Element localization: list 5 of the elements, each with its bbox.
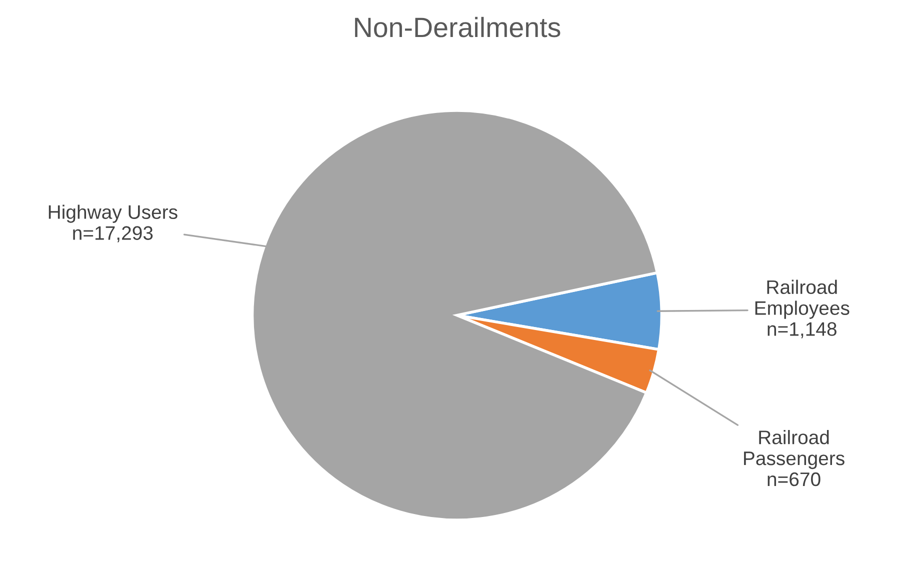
chart-title: Non-Derailments [355,16,560,38]
data-label: n=670 [768,472,820,486]
slice-label: Highway Users [48,204,178,223]
data-label: n=1,148 [768,322,836,338]
data-label: n=17,293 [73,226,153,242]
